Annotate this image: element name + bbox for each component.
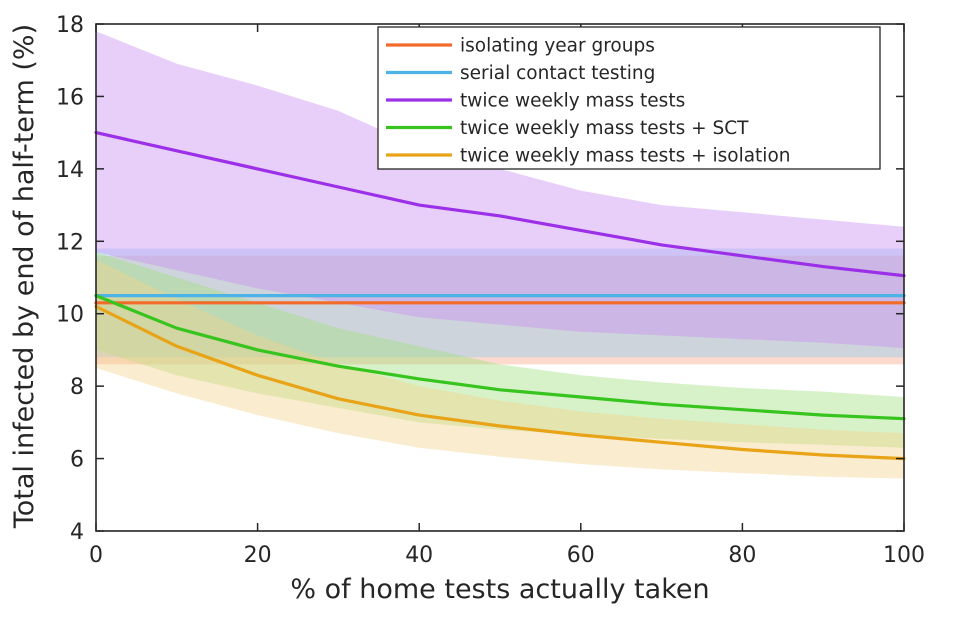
x-tick-label: 80 — [728, 543, 756, 568]
legend-label-2: serial contact testing — [460, 63, 655, 84]
legend-label-4: twice weekly mass tests + SCT — [460, 118, 749, 139]
x-tick-label: 40 — [405, 543, 433, 568]
line-series-5 — [94, 304, 906, 461]
confidence-bands — [96, 31, 904, 479]
axes — [95, 23, 905, 532]
legend-label-5: twice weekly mass tests + isolation — [460, 146, 791, 167]
legend-label-3: twice weekly mass tests — [460, 91, 685, 112]
y-tick-label: 16 — [56, 85, 84, 110]
legend: isolating year groups serial contact test… — [377, 26, 881, 170]
series-lines — [94, 131, 906, 461]
band-series-4 — [96, 252, 904, 448]
x-tick-label: 0 — [89, 543, 103, 568]
x-axis-label: % of home tests actually taken — [290, 574, 709, 605]
legend-box — [377, 26, 881, 170]
y-tick-label: 14 — [56, 158, 84, 183]
y-axis-label: Total infected by end of half-term (%) — [9, 24, 40, 529]
plot-frame — [95, 23, 905, 532]
band-series-1 — [96, 255, 904, 365]
y-tick-label: 18 — [56, 13, 84, 38]
x-tick-label: 100 — [883, 543, 925, 568]
y-tick-label: 6 — [70, 448, 84, 473]
band-series-3 — [96, 31, 904, 349]
line-series-3 — [94, 131, 906, 278]
x-tick-label: 60 — [567, 543, 595, 568]
band-series-5 — [96, 259, 904, 479]
x-axis-ticks: 0 20 40 60 80 100 — [89, 24, 925, 568]
y-tick-label: 4 — [70, 520, 84, 545]
line-series-4 — [94, 294, 906, 421]
x-tick-label: 20 — [244, 543, 272, 568]
legend-label-1: isolating year groups — [460, 36, 655, 57]
y-axis-ticks: 4 6 8 10 12 14 16 18 — [56, 13, 904, 545]
y-tick-label: 10 — [56, 303, 84, 328]
y-tick-label: 12 — [56, 230, 84, 255]
y-tick-label: 8 — [70, 375, 84, 400]
